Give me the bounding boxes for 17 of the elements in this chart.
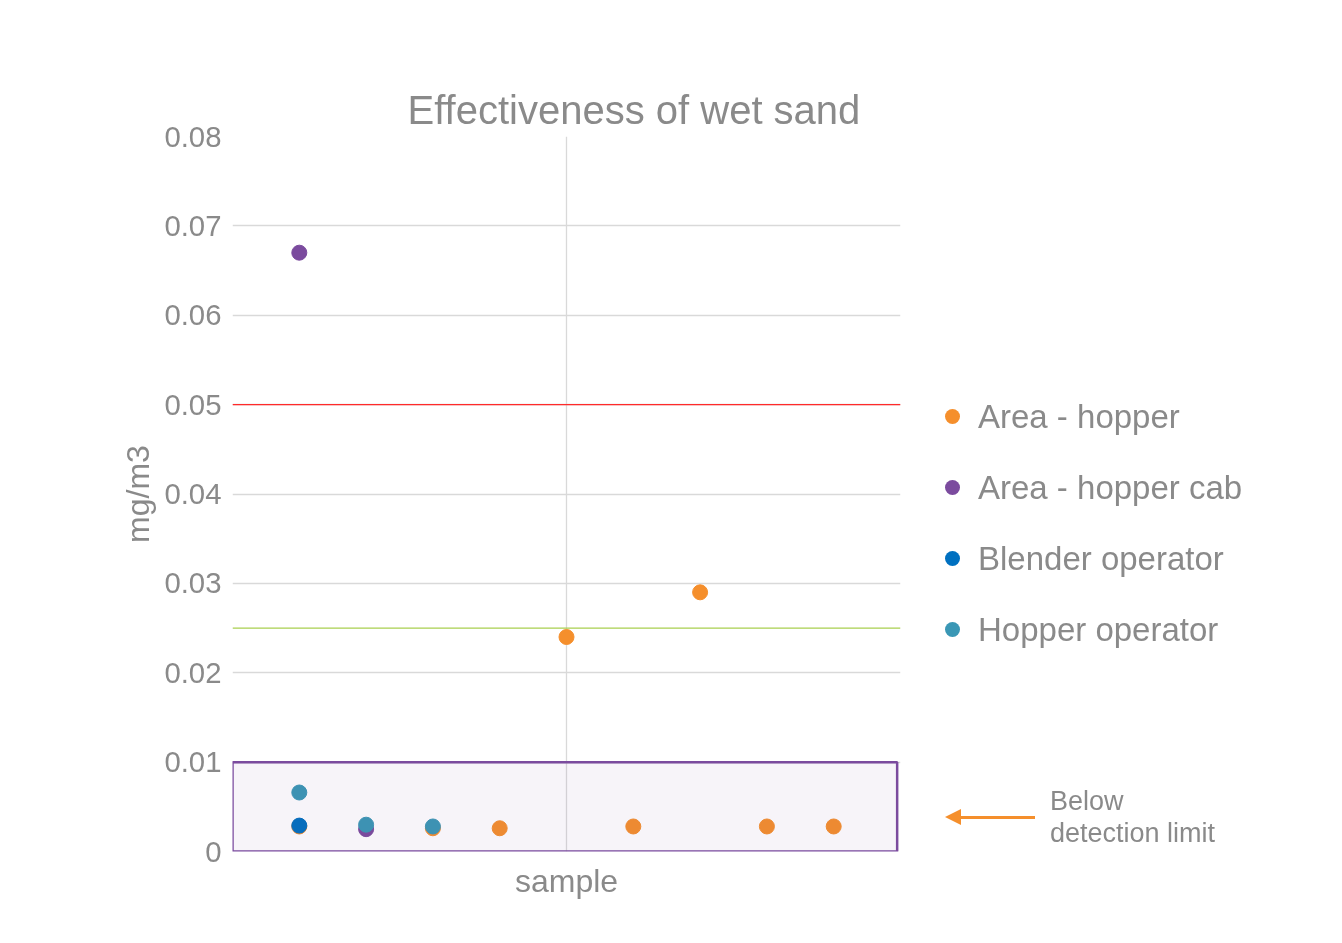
y-tick-label: 0.05 (164, 387, 222, 421)
x-axis-title: sample (514, 862, 619, 899)
y-tick-label: 0.01 (164, 745, 222, 779)
y-tick-label: 0.07 (164, 208, 222, 242)
y-tick-label: 0.06 (164, 298, 222, 332)
chart-title: Effectiveness of wet sand (407, 87, 861, 132)
legend-label: Area - hopper cab (977, 467, 1243, 508)
legend-label: Area - hopper (977, 396, 1181, 437)
text: Below detection limit (1050, 785, 1216, 850)
y-tick-label: 0.03 (164, 566, 222, 600)
legend-label: Blender operator (977, 538, 1225, 579)
y-axis-title: mg/m3 (120, 445, 157, 543)
y-tick-label: 0 (205, 834, 222, 868)
legend-label: Hopper operator (977, 609, 1220, 650)
y-tick-label: 0.08 (164, 119, 222, 153)
y-tick-label: 0.04 (164, 477, 222, 510)
y-tick-label: 0.02 (164, 655, 222, 689)
